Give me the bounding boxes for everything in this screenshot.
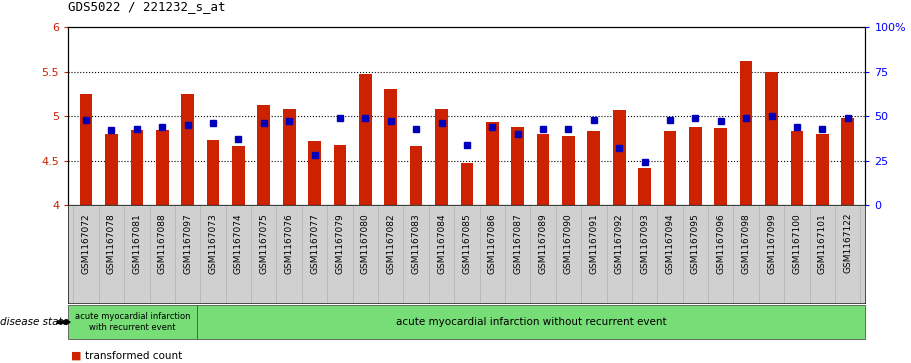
Text: GSM1167093: GSM1167093 — [640, 213, 650, 274]
Text: GSM1167091: GSM1167091 — [589, 213, 599, 274]
Bar — [791, 131, 804, 205]
Text: GSM1167087: GSM1167087 — [513, 213, 522, 274]
Bar — [156, 130, 169, 205]
Bar — [359, 74, 372, 205]
Text: GSM1167077: GSM1167077 — [310, 213, 319, 274]
Text: GSM1167083: GSM1167083 — [412, 213, 421, 274]
Text: transformed count: transformed count — [85, 351, 182, 361]
Text: GSM1167086: GSM1167086 — [487, 213, 496, 274]
Text: GSM1167089: GSM1167089 — [538, 213, 548, 274]
Text: GSM1167078: GSM1167078 — [107, 213, 116, 274]
Text: GSM1167090: GSM1167090 — [564, 213, 573, 274]
Text: GSM1167072: GSM1167072 — [82, 213, 90, 274]
Text: GSM1167094: GSM1167094 — [665, 213, 674, 274]
Bar — [511, 127, 524, 205]
Bar — [663, 131, 676, 205]
Bar — [588, 131, 600, 205]
Text: GSM1167081: GSM1167081 — [132, 213, 141, 274]
Text: GSM1167101: GSM1167101 — [818, 213, 827, 274]
Text: GSM1167095: GSM1167095 — [691, 213, 700, 274]
Text: ■: ■ — [71, 351, 82, 361]
Text: GSM1167085: GSM1167085 — [463, 213, 471, 274]
Bar — [207, 140, 220, 205]
Text: GSM1167097: GSM1167097 — [183, 213, 192, 274]
Text: GSM1167073: GSM1167073 — [209, 213, 218, 274]
Bar — [639, 168, 651, 205]
Text: GSM1167098: GSM1167098 — [742, 213, 751, 274]
Text: acute myocardial infarction without recurrent event: acute myocardial infarction without recu… — [396, 317, 667, 327]
Text: acute myocardial infarction
with recurrent event: acute myocardial infarction with recurre… — [75, 312, 190, 332]
Bar — [486, 122, 498, 205]
Bar — [765, 72, 778, 205]
Bar — [689, 127, 701, 205]
Text: GSM1167080: GSM1167080 — [361, 213, 370, 274]
Text: GSM1167122: GSM1167122 — [844, 213, 852, 273]
Bar — [816, 134, 829, 205]
Bar — [333, 144, 346, 205]
Bar — [410, 146, 423, 205]
Bar — [181, 94, 194, 205]
Text: GSM1167079: GSM1167079 — [335, 213, 344, 274]
Bar — [537, 134, 549, 205]
Text: disease state: disease state — [0, 317, 69, 327]
Text: GSM1167076: GSM1167076 — [284, 213, 293, 274]
Bar — [80, 94, 92, 205]
Bar — [435, 109, 448, 205]
Bar — [308, 141, 321, 205]
Bar — [282, 109, 295, 205]
Bar — [740, 61, 752, 205]
Bar — [258, 106, 271, 205]
Bar — [714, 128, 727, 205]
Text: GSM1167099: GSM1167099 — [767, 213, 776, 274]
Text: GSM1167082: GSM1167082 — [386, 213, 395, 274]
Bar — [384, 89, 397, 205]
Text: GSM1167088: GSM1167088 — [158, 213, 167, 274]
Text: GDS5022 / 221232_s_at: GDS5022 / 221232_s_at — [68, 0, 226, 13]
Text: GSM1167084: GSM1167084 — [437, 213, 446, 274]
Bar — [613, 110, 626, 205]
Bar — [842, 118, 854, 205]
Text: GSM1167074: GSM1167074 — [234, 213, 243, 274]
Text: GSM1167075: GSM1167075 — [260, 213, 269, 274]
Text: GSM1167096: GSM1167096 — [716, 213, 725, 274]
Text: GSM1167100: GSM1167100 — [793, 213, 802, 274]
Text: GSM1167092: GSM1167092 — [615, 213, 624, 274]
Bar — [105, 134, 118, 205]
Bar — [562, 136, 575, 205]
Bar — [232, 146, 245, 205]
Bar — [461, 163, 473, 205]
Bar — [130, 130, 143, 205]
